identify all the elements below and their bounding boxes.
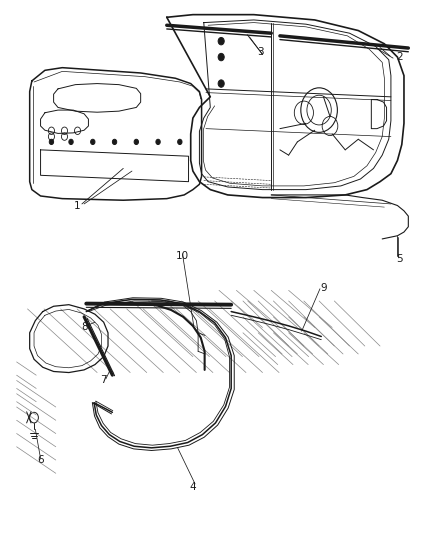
Circle shape bbox=[91, 139, 95, 144]
Circle shape bbox=[218, 53, 224, 61]
Circle shape bbox=[218, 80, 224, 87]
Circle shape bbox=[218, 37, 224, 45]
Circle shape bbox=[49, 139, 53, 144]
Text: 1: 1 bbox=[74, 200, 81, 211]
Text: 7: 7 bbox=[100, 375, 107, 385]
Text: 8: 8 bbox=[81, 322, 88, 333]
Text: 5: 5 bbox=[396, 254, 403, 263]
Circle shape bbox=[156, 139, 160, 144]
Text: 6: 6 bbox=[37, 455, 44, 465]
Circle shape bbox=[113, 139, 117, 144]
Text: 4: 4 bbox=[190, 481, 196, 491]
Text: 2: 2 bbox=[396, 52, 403, 62]
Text: 10: 10 bbox=[176, 251, 189, 261]
Text: 3: 3 bbox=[257, 47, 264, 56]
Circle shape bbox=[69, 139, 73, 144]
Text: 9: 9 bbox=[320, 282, 327, 293]
Circle shape bbox=[134, 139, 138, 144]
Circle shape bbox=[178, 139, 182, 144]
